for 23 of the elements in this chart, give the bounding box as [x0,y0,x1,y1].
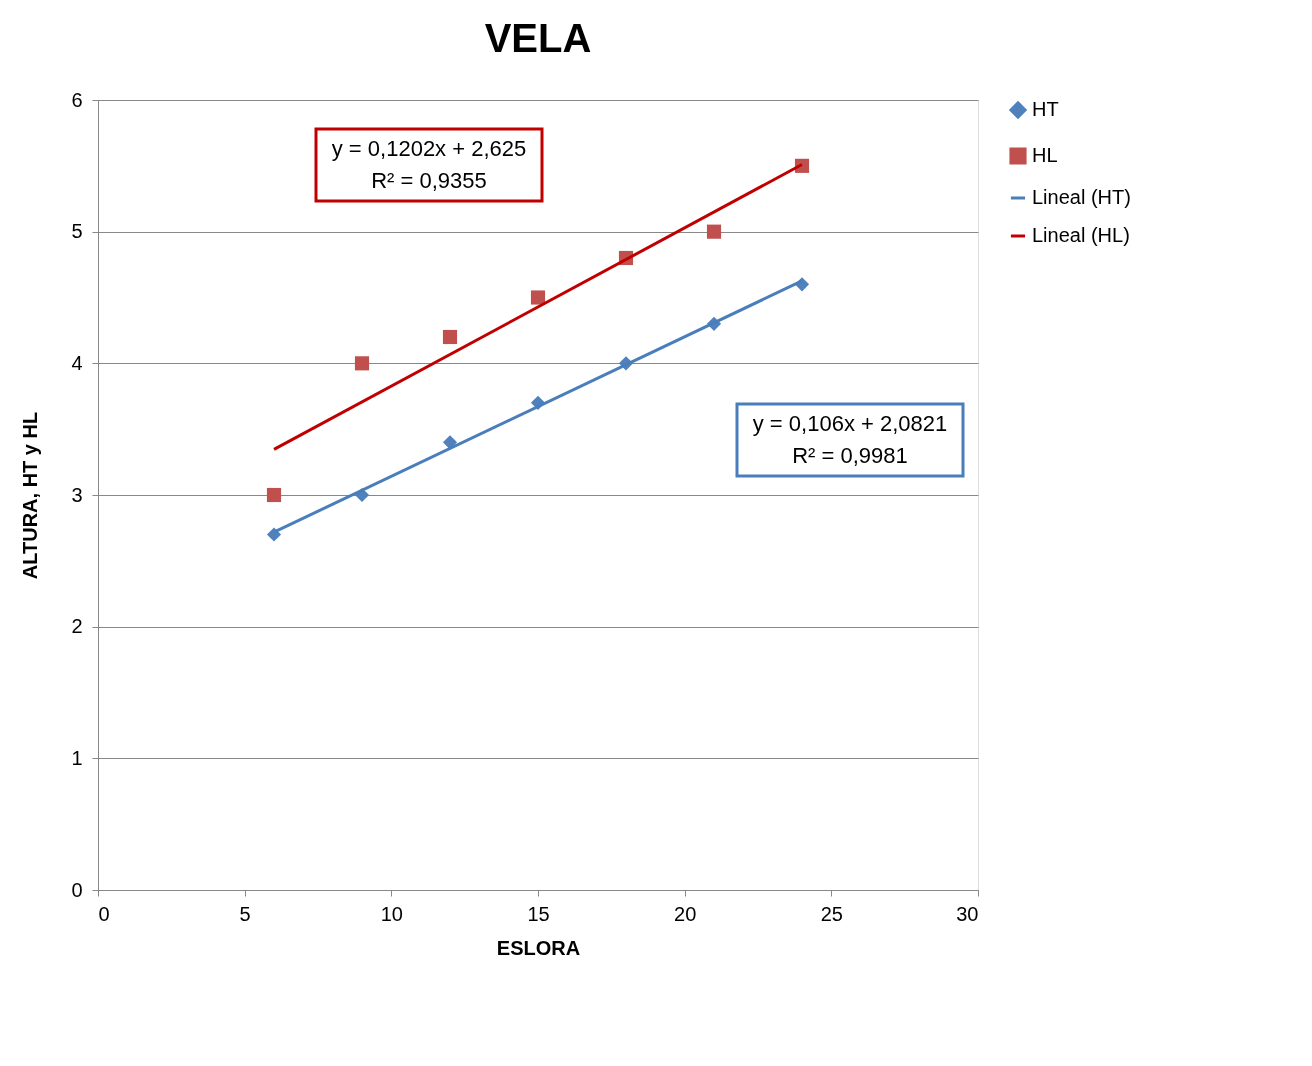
y-tick-label: 1 [71,746,83,769]
legend-label: Lineal (HL) [1032,224,1130,246]
y-tick-label: 6 [71,88,83,111]
y-axis-title: ALTURA, HT y HL [19,411,42,580]
annotation: y = 0,106x + 2,0821 R² = 0,9981 [752,411,948,468]
x-tick-label: 30 [956,902,979,925]
legend-label: Lineal (HT) [1032,186,1131,208]
y-tick-label: 0 [71,878,83,901]
x-tick-label: 15 [527,902,550,925]
x-tick-label: 0 [98,902,110,925]
legend-label: HT [1032,98,1059,120]
x-axis-title: ESLORA [496,936,581,959]
legend-label: HL [1032,144,1058,166]
x-tick-label: 5 [239,902,251,925]
y-tick-label: 4 [71,351,83,374]
annotation: y = 0,1202x + 2,625 R² = 0,9355 [331,136,527,193]
x-tick-label: 20 [674,902,697,925]
x-tick-label: 10 [380,902,403,925]
y-tick-label: 3 [71,483,83,506]
x-tick-label: 25 [820,902,843,925]
y-tick-label: 2 [71,615,83,638]
y-tick-label: 5 [71,220,83,243]
chart-title: VELA [484,16,592,60]
